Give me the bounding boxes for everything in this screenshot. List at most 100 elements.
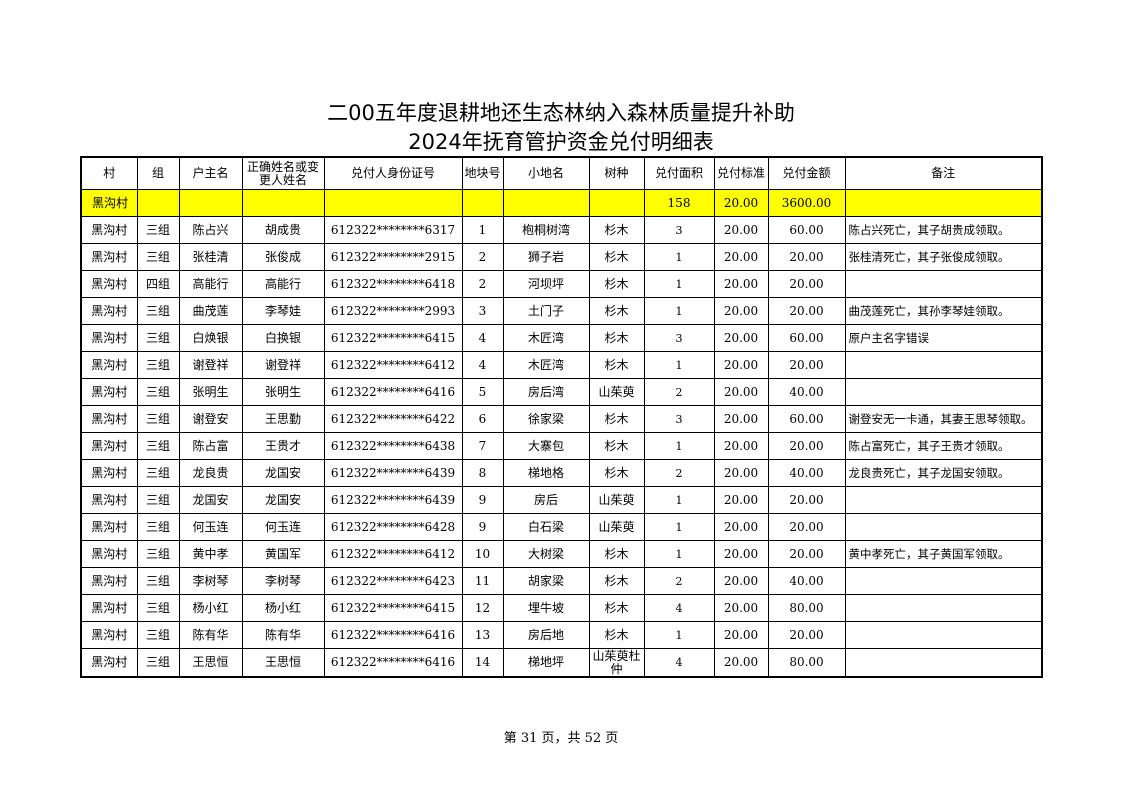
- cell-standard: 20.00: [713, 243, 769, 271]
- cell-village: 黑沟村: [80, 567, 138, 595]
- cell-place-name: 木匠湾: [502, 324, 590, 352]
- cell-plot-no: 1: [461, 216, 504, 244]
- cell-area: 1: [643, 270, 715, 298]
- cell-village: 黑沟村: [80, 648, 138, 678]
- cell-standard: 20.00: [713, 297, 769, 325]
- cell-village: 黑沟村: [80, 351, 138, 379]
- cell-remarks: [844, 621, 1043, 649]
- cell-standard: 20.00: [713, 324, 769, 352]
- cell-plot-no: 9: [461, 513, 504, 541]
- cell-correct-name: 杨小红: [241, 594, 325, 622]
- cell-group: 三组: [136, 513, 180, 541]
- table-row: 黑沟村 三组 谢登安 王思勤 612322********6422 6 徐家梁 杉木 3 20.0…: [80, 405, 1043, 433]
- cell-area: 1: [643, 432, 715, 460]
- cell-place-name: 枹桐树湾: [502, 216, 590, 244]
- table-row: 黑沟村 三组 杨小红 杨小红 612322********6415 12 埋牛坡 杉木 4 20.…: [80, 594, 1043, 622]
- cell-correct-name: 龙国安: [241, 486, 325, 514]
- cell-plot-no: 4: [461, 351, 504, 379]
- cell-tree-species: 杉木: [588, 297, 645, 325]
- cell-amount: 40.00: [767, 567, 846, 595]
- cell-owner: 王思恒: [178, 648, 243, 678]
- cell-owner: 陈有华: [178, 621, 243, 649]
- cell-place-name: 狮子岩: [502, 243, 590, 271]
- cell-owner: 谢登祥: [178, 351, 243, 379]
- cell-amount: 60.00: [767, 324, 846, 352]
- header-remarks: 备注: [844, 156, 1043, 190]
- table-row: 黑沟村 三组 曲茂莲 李琴娃 612322********2993 3 土门子 杉木 1 20.0…: [80, 297, 1043, 325]
- cell-village: 黑沟村: [80, 594, 138, 622]
- cell-id-number: 612322********6439: [323, 459, 463, 487]
- cell-group: 三组: [136, 243, 180, 271]
- cell-group: 三组: [136, 432, 180, 460]
- cell-group: 三组: [136, 648, 180, 678]
- header-place-name: 小地名: [502, 156, 590, 190]
- cell-area: 1: [643, 243, 715, 271]
- cell-id-number: 612322********6317: [323, 216, 463, 244]
- cell-amount: 80.00: [767, 648, 846, 678]
- cell-village: 黑沟村: [80, 216, 138, 244]
- cell-place-name: 大树梁: [502, 540, 590, 568]
- cell-id-number: 612322********6412: [323, 351, 463, 379]
- cell-standard: 20.00: [713, 432, 769, 460]
- table-row: 黑沟村 三组 龙国安 龙国安 612322********6439 9 房后 山茱萸 1 20.0…: [80, 486, 1043, 514]
- cell-remarks: 陈占兴死亡，其子胡贵成领取。: [844, 216, 1043, 244]
- header-row: 村组户主名 正确姓名或变更人姓名 兑付人身份证号 地块号 小地名 树种 兑付面积 兑付标准 兑付…: [80, 156, 1043, 190]
- cell-area: 2: [643, 567, 715, 595]
- cell-group: 三组: [136, 486, 180, 514]
- cell-tree-species: 山茱萸: [588, 486, 645, 514]
- summary-area: 158: [643, 189, 715, 217]
- cell-remarks: 陈占富死亡，其子王贵才领取。: [844, 432, 1043, 460]
- cell-area: 1: [643, 351, 715, 379]
- cell-remarks: 黄中孝死亡，其子黄国军领取。: [844, 540, 1043, 568]
- cell-group: 三组: [136, 405, 180, 433]
- header-id-number: 兑付人身份证号: [323, 156, 463, 190]
- table-row: 黑沟村 三组 张桂清 张俊成 612322********2915 2 狮子岩 杉木 1 20.0…: [80, 243, 1043, 271]
- cell-plot-no: 11: [461, 567, 504, 595]
- cell-id-number: 612322********2993: [323, 297, 463, 325]
- cell-owner: 曲茂莲: [178, 297, 243, 325]
- cell-owner: 谢登安: [178, 405, 243, 433]
- cell-id-number: 612322********6438: [323, 432, 463, 460]
- cell-owner: 黄中孝: [178, 540, 243, 568]
- cell-id-number: 612322********6418: [323, 270, 463, 298]
- header-village: 村: [80, 156, 138, 190]
- cell-plot-no: 3: [461, 297, 504, 325]
- cell-correct-name: 龙国安: [241, 459, 325, 487]
- cell-owner: 龙国安: [178, 486, 243, 514]
- cell-group: 三组: [136, 567, 180, 595]
- summary-row: 黑沟村 158 20.00 3600.00: [80, 189, 1043, 217]
- header-correct-name: 正确姓名或变更人姓名: [241, 156, 325, 190]
- cell-plot-no: 4: [461, 324, 504, 352]
- header-tree-species: 树种: [588, 156, 645, 190]
- payment-table: 村组户主名 正确姓名或变更人姓名 兑付人身份证号 地块号 小地名 树种 兑付面积 兑付标准 兑付…: [80, 156, 1043, 678]
- cell-standard: 20.00: [713, 459, 769, 487]
- cell-standard: 20.00: [713, 540, 769, 568]
- summary-village: 黑沟村: [80, 189, 138, 217]
- cell-standard: 20.00: [713, 567, 769, 595]
- cell-plot-no: 14: [461, 648, 504, 678]
- cell-id-number: 612322********6412: [323, 540, 463, 568]
- cell-id-number: 612322********6415: [323, 324, 463, 352]
- cell-standard: 20.00: [713, 513, 769, 541]
- cell-tree-species: 杉木: [588, 540, 645, 568]
- cell-standard: 20.00: [713, 594, 769, 622]
- cell-group: 三组: [136, 297, 180, 325]
- cell-amount: 20.00: [767, 243, 846, 271]
- cell-owner: 白焕银: [178, 324, 243, 352]
- cell-village: 黑沟村: [80, 270, 138, 298]
- cell-correct-name: 李琴娃: [241, 297, 325, 325]
- cell-plot-no: 5: [461, 378, 504, 406]
- cell-area: 1: [643, 486, 715, 514]
- cell-place-name: 徐家梁: [502, 405, 590, 433]
- cell-plot-no: 7: [461, 432, 504, 460]
- cell-area: 2: [643, 459, 715, 487]
- cell-standard: 20.00: [713, 621, 769, 649]
- cell-remarks: 曲茂莲死亡，其孙李琴娃领取。: [844, 297, 1043, 325]
- header-area: 兑付面积: [643, 156, 715, 190]
- cell-tree-species: 杉木: [588, 567, 645, 595]
- cell-remarks: [844, 567, 1043, 595]
- cell-standard: 20.00: [713, 378, 769, 406]
- cell-amount: 80.00: [767, 594, 846, 622]
- cell-correct-name: 胡成贵: [241, 216, 325, 244]
- cell-group: 三组: [136, 216, 180, 244]
